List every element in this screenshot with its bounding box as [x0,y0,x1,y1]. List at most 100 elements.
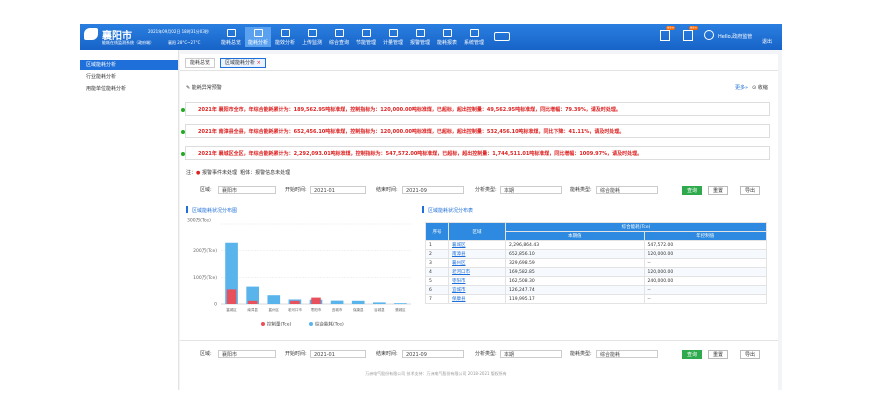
title-marker [186,206,188,213]
sidebar-item[interactable]: 区域能耗分析 [80,60,178,70]
cell: 4 [425,267,449,277]
sidebar-item[interactable]: 用能单位能耗分析 [86,86,127,92]
header: 襄阳市 能耗在线监测系统（政府端） 2021年09月02日 18时31分03秒 … [80,24,782,50]
nav-label: 计量管理 [382,40,403,46]
region-link[interactable]: 老河口市 [448,267,506,277]
nav-item[interactable]: 上传监测 [299,27,325,47]
logout[interactable]: 退出 [762,39,773,45]
footer: 万洲电气股份有限公司 技术支持：万洲电气股份有限公司 2018-2021 版权所… [365,371,507,376]
nav-item[interactable]: 报警管理 [407,27,433,47]
region-link[interactable]: 枣阳市 [448,276,506,286]
region-link[interactable]: 保康县 [448,294,506,304]
panel-title: ✎ 能耗异常预警 [186,85,222,91]
cell: 120,000.00 [643,267,768,277]
cell: 2 [425,249,449,259]
table-row: 6 宜城市 126,247.74 -- [425,285,768,295]
date-input[interactable]: 2021-01 [310,350,366,358]
alert-text: 2021年 襄城区全区，年综合能耗累计为：2,292,093.01吨标准煤，控制… [198,151,643,157]
cell: 652,856.10 [505,249,645,259]
button[interactable]: 导出 [740,186,761,195]
button[interactable]: 查询 [682,350,703,359]
chart-title: 区域能耗状况分布图 [192,208,238,214]
alert-text: 2021年 南漳县全县，年综合能耗累计为：652,456.10吨标准煤，控制指标… [198,129,625,135]
alert-dot [181,130,185,134]
user-icon [704,30,714,40]
bar [373,302,386,304]
cell: 6 [425,285,449,295]
bar [225,242,238,304]
divider [180,70,778,71]
nav-icon [253,29,263,37]
table-row: 7 保康县 119,995.17 -- [425,294,768,304]
nav-label: 能耗报表 [436,40,457,46]
tab-active[interactable]: 区域能耗分析 × [220,58,266,68]
weather: 襄阳 28°C~27°C [168,40,201,45]
nav-item[interactable]: 综合查询 [326,27,352,47]
x-tick-label: 老河口市 [288,307,302,312]
nav-item[interactable]: 能耗总览 [218,27,244,47]
bar [394,303,407,304]
label: 结束时间: [376,351,398,357]
y-tick-label: 100万(Tce) [193,275,217,281]
select[interactable]: 本期 [500,350,562,358]
select[interactable]: 综合能耗 [596,350,658,358]
tab-label: 区域能耗分析 [225,60,256,66]
alarm-icon[interactable] [683,30,693,41]
x-tick-label: 保康县 [353,307,364,312]
region-link[interactable]: 襄州区 [448,258,506,268]
logo [84,28,98,40]
tab[interactable]: 能耗总览 [185,58,216,68]
nav-label: 上传监测 [301,40,322,46]
msg-icon[interactable] [660,30,670,41]
button[interactable]: 重置 [708,186,729,195]
select[interactable]: 襄阳市 [218,350,276,358]
x-tick-label: 襄州区 [269,307,280,312]
chart: 0 100万(Tce) 200万(Tce) 300万(Tce) 襄城区 南漳县 襄州区 老河口… [187,218,411,328]
nav-item[interactable]: 系统管理 [461,27,487,47]
select[interactable]: 本期 [500,186,562,194]
legend-swatch [309,322,313,326]
y-tick-label: 200万(Tce) [193,248,217,254]
button[interactable]: 导出 [740,350,761,359]
x-tick-label: 谷城县 [374,307,385,312]
date-input[interactable]: 2021-09 [402,350,464,358]
label: 能耗类型: [570,187,592,193]
nav-item[interactable]: 能耗分析 [245,27,271,47]
data-table: 序号 区域 综合能耗(Tce) 本期值 年控制值 1 襄城区 2,296,864.43 54… [425,222,768,304]
label: 开始时间: [285,187,307,193]
sidebar: 区域能耗分析 行业能耗分析 用能单位能耗分析 [80,50,179,390]
date-input[interactable]: 2021-09 [402,186,464,194]
date-input[interactable]: 2021-01 [310,186,366,194]
y-tick-label: 0 [214,302,217,308]
col-header: 本期值 [505,231,645,241]
button[interactable]: 查询 [682,186,703,195]
bar [351,300,365,304]
button[interactable]: 重置 [708,350,729,359]
bar [247,300,258,304]
label: 区域: [200,351,212,357]
region-link[interactable]: 宜城市 [448,285,506,295]
select[interactable]: 襄阳市 [218,186,276,194]
table-title: 区域能耗状况分布表 [428,208,474,214]
label: 分析类型: [475,187,497,193]
nav-item[interactable]: 能效分析 [272,27,298,47]
nav-item[interactable]: 节能管理 [353,27,379,47]
region-link[interactable]: 襄城区 [448,240,506,250]
nav-icon [442,29,452,37]
region-link[interactable]: 南漳县 [448,249,506,259]
sidebar-item[interactable]: 行业能耗分析 [86,74,117,80]
cell: 169,582.85 [505,267,645,277]
city: 襄阳市 [102,31,132,42]
y-tick-label: 300万(Tce) [187,218,211,224]
more-link[interactable]: 更多» [735,85,749,91]
select[interactable]: 综合能耗 [596,186,658,194]
col-header: 序号 [425,222,449,241]
badge: 99+ [689,26,699,30]
nav-icon [280,29,290,37]
tab-close[interactable]: × [256,60,261,66]
collapse[interactable]: ⊙ 收缩 [752,85,768,91]
nav-item[interactable]: 计量管理 [380,27,406,47]
nav-item[interactable]: 能耗报表 [434,27,460,47]
bar [226,289,237,304]
